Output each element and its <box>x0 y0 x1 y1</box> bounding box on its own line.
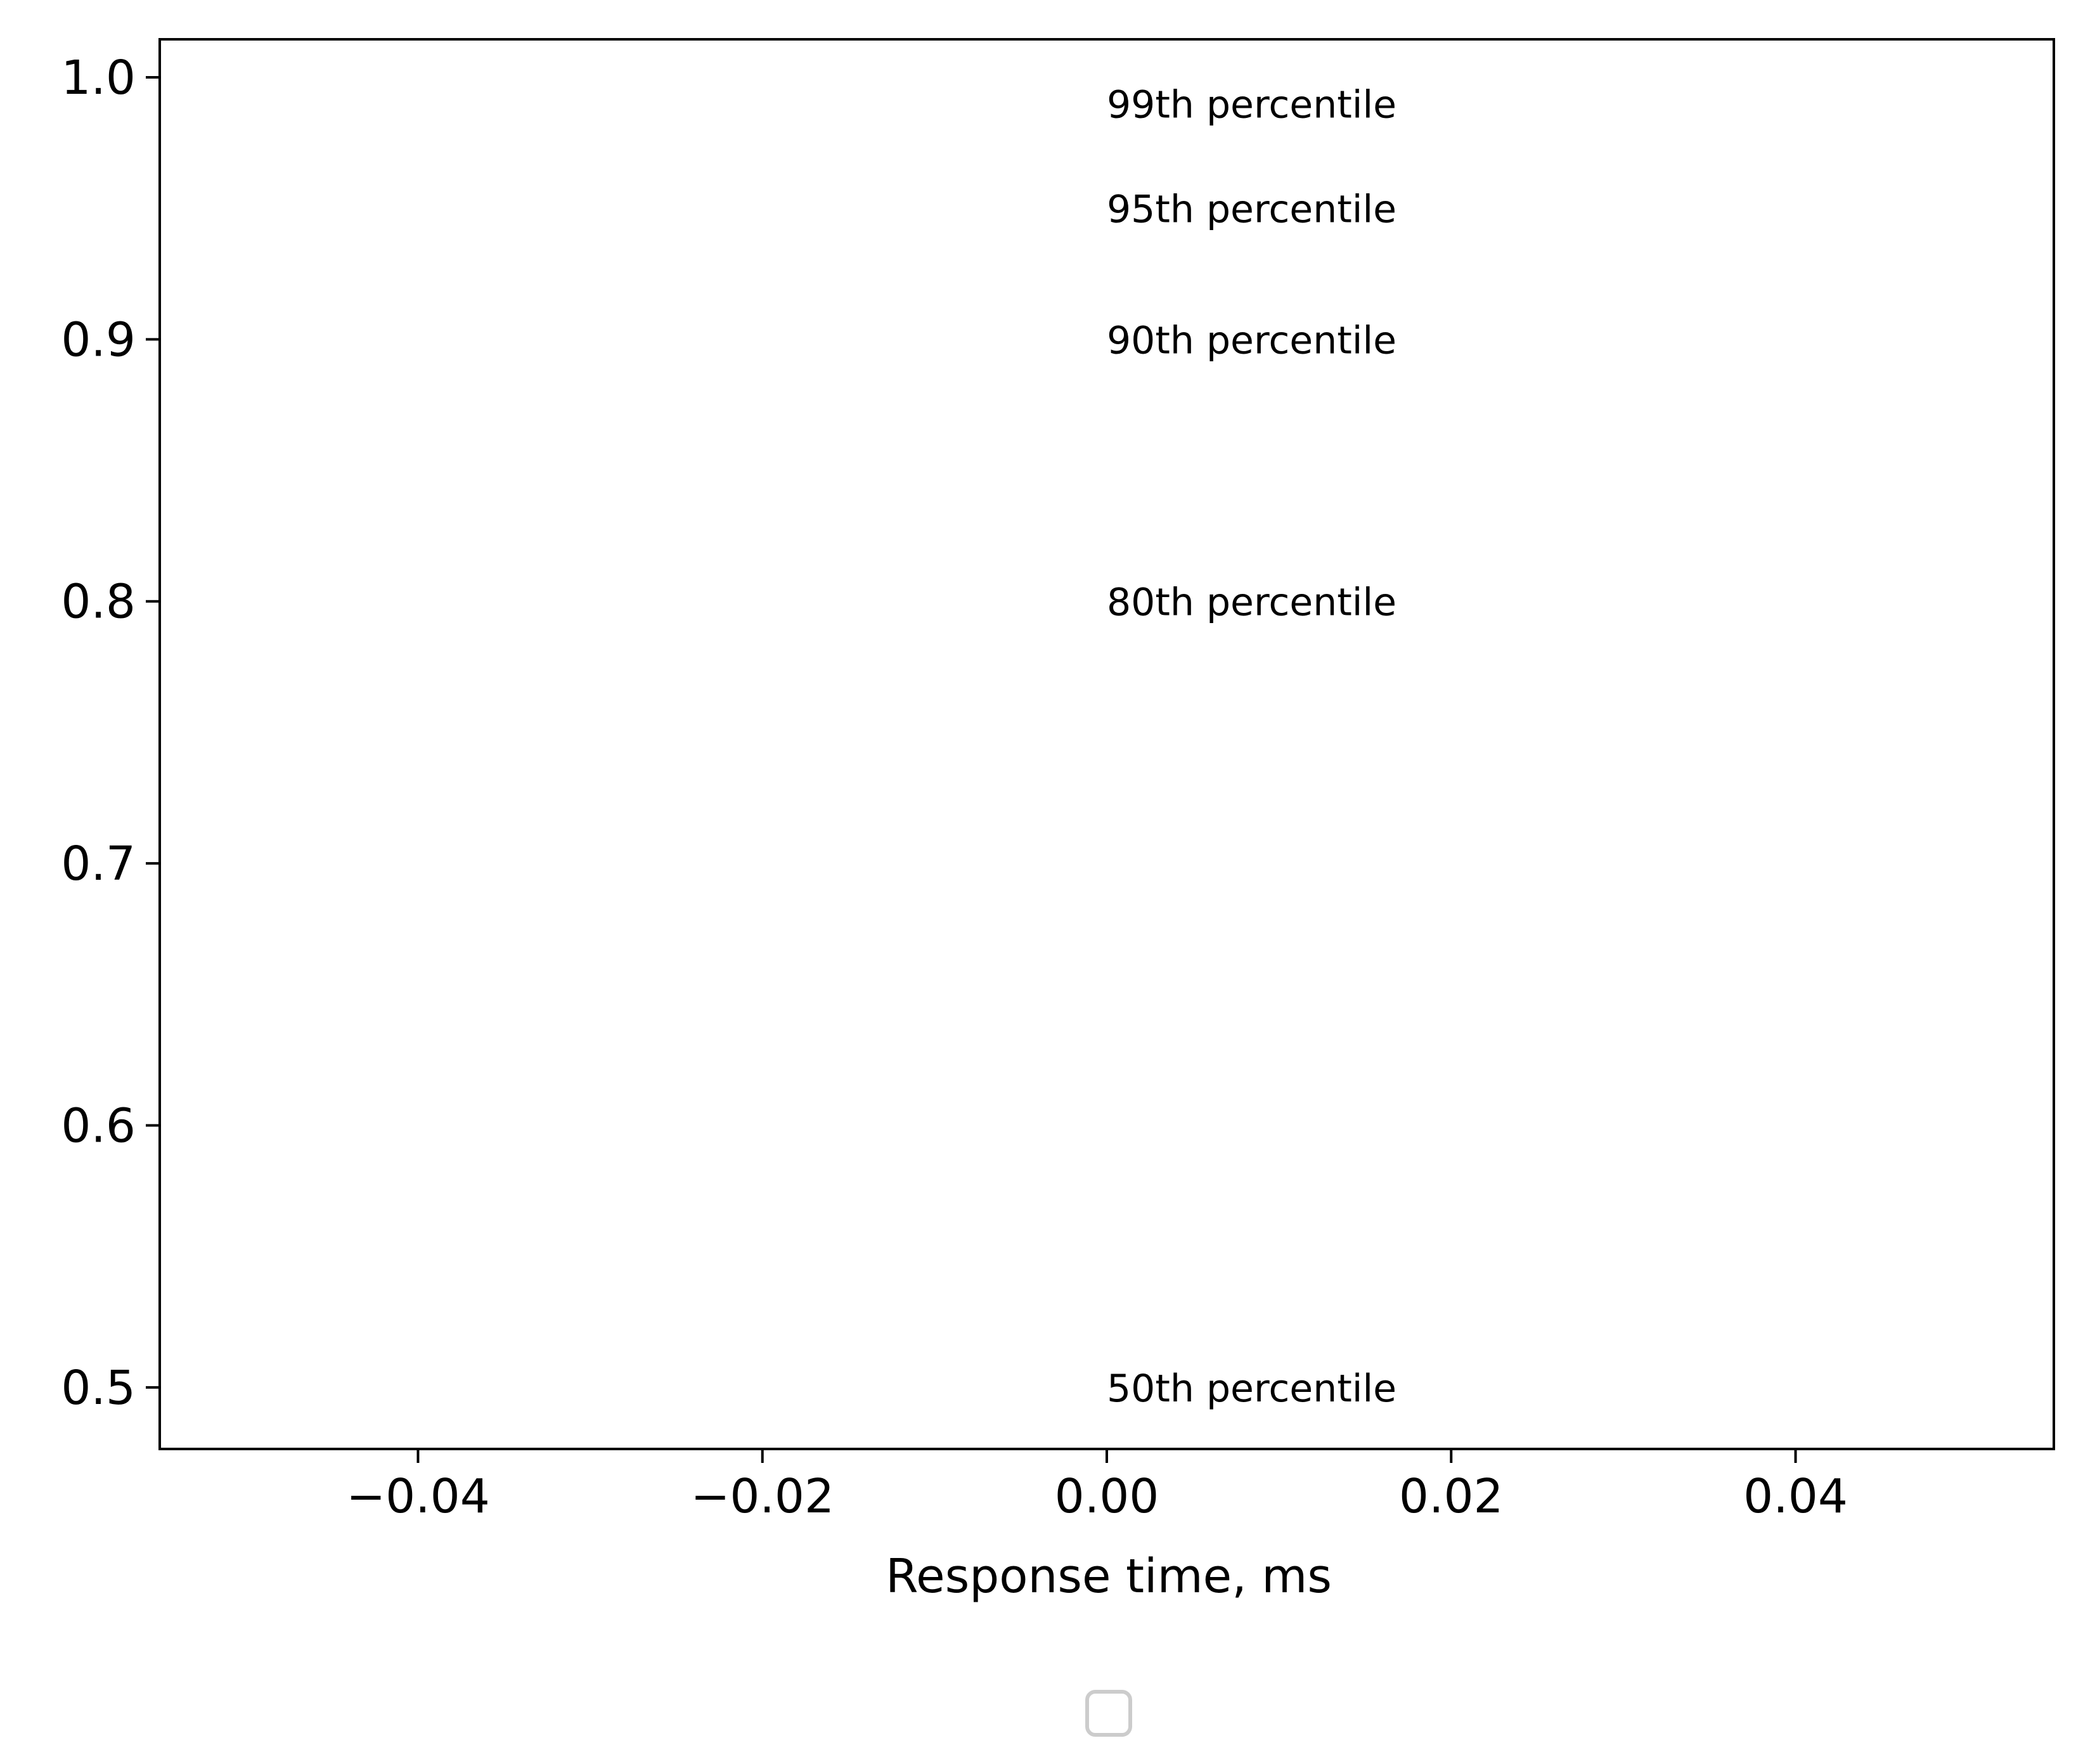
legend <box>1085 1690 1132 1737</box>
y-tick-label: 0.9 <box>61 312 136 367</box>
percentile-annotation: 90th percentile <box>1107 318 1396 363</box>
y-tick-label: 0.6 <box>61 1098 136 1153</box>
legend-frame <box>1085 1690 1132 1737</box>
percentile-annotation: 99th percentile <box>1107 82 1396 127</box>
y-tick-label: 1.0 <box>61 51 136 105</box>
percentile-annotation: 50th percentile <box>1107 1367 1396 1411</box>
x-tick-label: −0.04 <box>346 1469 490 1524</box>
percentile-annotation: 80th percentile <box>1107 581 1396 625</box>
percentile-annotation: 95th percentile <box>1107 188 1396 232</box>
x-tick-label: −0.02 <box>690 1469 834 1524</box>
y-tick-label: 0.5 <box>61 1361 136 1415</box>
y-tick-label: 0.7 <box>61 837 136 891</box>
x-tick-label: 0.00 <box>1055 1469 1159 1524</box>
x-axis-label: Response time, ms <box>886 1549 1332 1604</box>
plot-layer: −0.04 −0.02 0.00 0.02 0.04 0.5 0.6 0.7 0.8 0.9 1.0… <box>61 38 2055 1524</box>
x-tick-label: 0.02 <box>1399 1469 1504 1524</box>
x-tick-label: 0.04 <box>1743 1469 1848 1524</box>
y-tick-label: 0.8 <box>61 575 136 629</box>
